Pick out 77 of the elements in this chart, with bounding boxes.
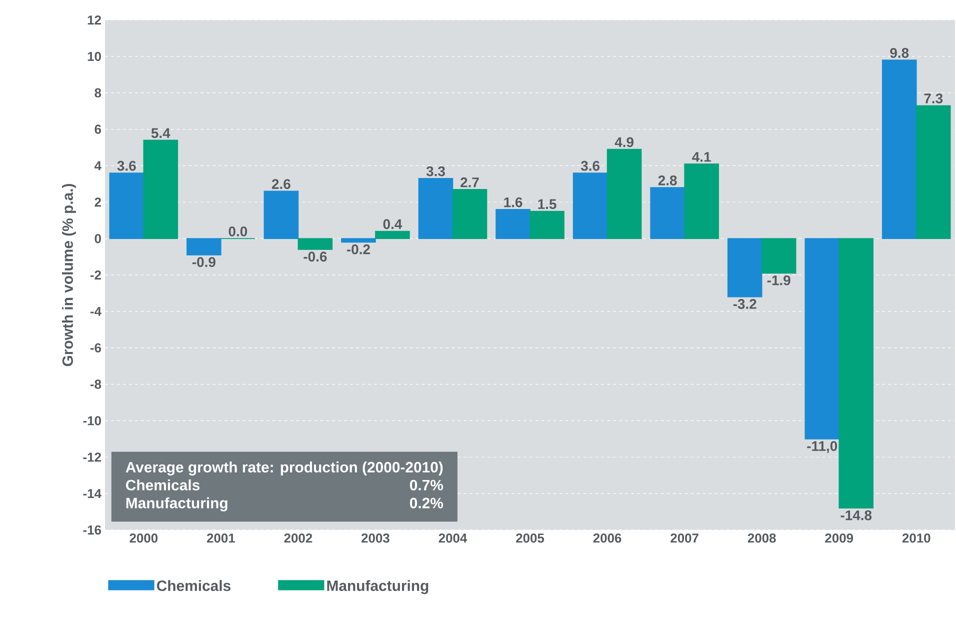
data-label: 3.6	[117, 160, 136, 171]
bar	[264, 190, 299, 239]
data-label: 9.8	[890, 48, 909, 58]
y-tick-label: 0	[94, 234, 101, 244]
y-tick-label: 6	[94, 124, 102, 134]
bar	[650, 187, 685, 239]
annotation: Chemicals	[126, 479, 200, 490]
data-label: -0.2	[346, 244, 370, 254]
x-tick-label: 2003	[362, 534, 390, 543]
data-label: -14.8	[840, 510, 872, 520]
data-label: 7.3	[924, 93, 943, 104]
data-label: 0.0	[228, 226, 248, 236]
bar	[109, 172, 144, 239]
data-label: 1.6	[504, 197, 522, 208]
x-tick-label: 2010	[902, 534, 930, 543]
data-label: 2.6	[272, 179, 290, 190]
bar	[298, 238, 333, 250]
bar	[684, 163, 719, 239]
bar	[804, 238, 840, 440]
y-tick-label: -14	[83, 489, 102, 498]
bar	[341, 238, 376, 243]
y-tick-label: -6	[90, 343, 102, 352]
y-tick-label: 2	[94, 198, 101, 207]
legend-label: Manufacturing	[327, 580, 428, 594]
x-tick-label: 2009	[825, 534, 854, 543]
x-tick-label: 2004	[438, 534, 468, 543]
x-tick-label: 2008	[748, 534, 776, 543]
data-label: 0.4	[383, 219, 402, 230]
data-label: -1.9	[767, 275, 790, 286]
data-label: 2.7	[460, 177, 479, 188]
annotation: Average growth rate: production (2000-2010)	[126, 462, 443, 476]
y-tick-label: -16	[83, 525, 102, 535]
data-label: -3.2	[733, 299, 756, 309]
legend-label: Chemicals	[156, 580, 230, 592]
y-tick-label: -10	[83, 416, 101, 426]
bar	[143, 140, 178, 239]
x-tick-label: 2006	[593, 534, 622, 543]
bar	[496, 209, 530, 239]
bar	[572, 172, 608, 239]
x-tick-label: 2000	[130, 534, 158, 543]
data-label: -11,0	[807, 441, 838, 454]
data-label: 3.3	[426, 166, 445, 176]
bar	[761, 238, 796, 274]
bar	[530, 210, 564, 239]
y-tick-label: -12	[83, 452, 101, 462]
bar	[838, 238, 874, 509]
bar	[418, 178, 454, 239]
bar	[882, 60, 917, 239]
bar	[375, 230, 410, 239]
bar	[727, 238, 762, 298]
x-tick-label: 2001	[206, 534, 235, 543]
y-tick-label: 4	[94, 161, 102, 170]
y-tick-label: 12	[88, 15, 101, 25]
y-tick-label: 10	[88, 52, 101, 61]
x-tick-label: 2002	[284, 534, 312, 543]
data-label: 4.9	[614, 137, 634, 148]
data-label: 3.6	[580, 160, 600, 171]
y-axis-title: Growth in volume (% p.a.)	[62, 184, 76, 366]
data-label: 1.5	[538, 199, 556, 210]
x-tick-label: 2005	[516, 534, 544, 543]
annotation: 0.2%	[410, 498, 444, 508]
data-label: -0.6	[304, 252, 327, 262]
annotation: Manufacturing	[126, 497, 228, 512]
annotation: 0.7%	[410, 480, 444, 490]
x-tick-label: 2007	[670, 534, 698, 543]
data-label: 4.1	[692, 152, 711, 162]
y-tick-label: -8	[90, 380, 102, 389]
y-tick-label: 8	[94, 88, 102, 98]
y-tick-label: -2	[90, 270, 101, 280]
data-label: -0.9	[192, 257, 216, 268]
bar	[186, 238, 222, 256]
y-tick-label: -4	[90, 306, 102, 316]
bar	[452, 188, 488, 239]
data-label: 5.4	[151, 128, 170, 138]
data-label: 2.8	[658, 175, 677, 186]
bar	[916, 105, 951, 239]
bar	[606, 148, 642, 239]
